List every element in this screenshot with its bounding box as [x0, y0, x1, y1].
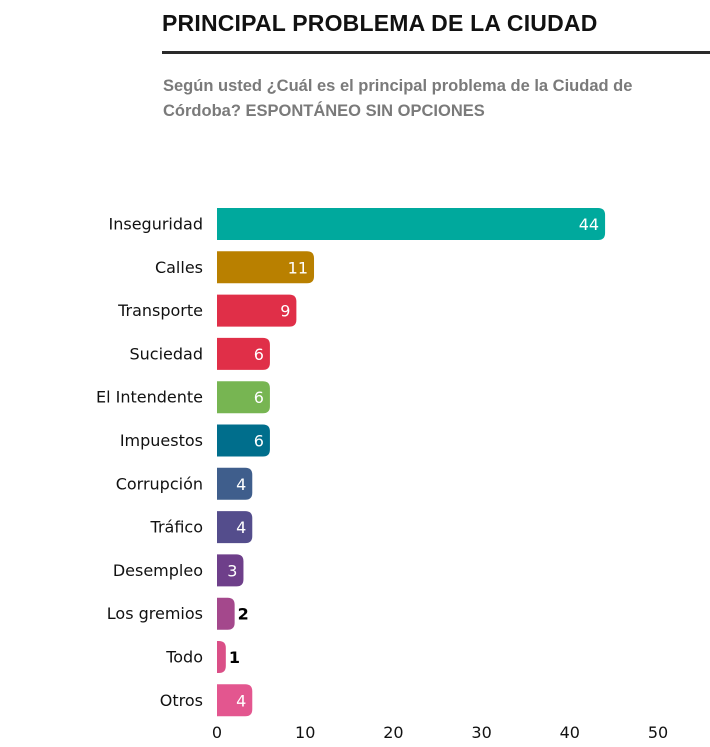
bar: [217, 597, 235, 630]
bar: [217, 294, 297, 327]
bar: [217, 554, 244, 587]
category-label: Suciedad: [130, 344, 204, 363]
category-label: Inseguridad: [109, 215, 203, 234]
x-tick-label: 30: [471, 723, 491, 742]
value-label: 11: [288, 258, 308, 277]
x-tick-label: 50: [648, 723, 668, 742]
value-label: 2: [238, 605, 249, 624]
bar: [217, 641, 226, 673]
value-label: 6: [254, 432, 264, 451]
value-label: 6: [254, 388, 264, 407]
category-label: Desempleo: [113, 561, 203, 580]
bar: [217, 511, 253, 544]
value-label: 6: [254, 345, 264, 364]
bar: [217, 337, 270, 370]
bar: [217, 424, 270, 457]
category-label: Corrupción: [116, 474, 203, 493]
value-label: 4: [236, 475, 246, 494]
value-label: 3: [227, 561, 237, 580]
value-label: 1: [229, 648, 240, 667]
category-label: Otros: [160, 691, 203, 710]
category-label: Los gremios: [107, 604, 203, 623]
value-label: 4: [236, 691, 246, 710]
bar: [217, 467, 253, 500]
chart-subtitle: Según usted ¿Cuál es el principal proble…: [163, 77, 633, 120]
value-label: 9: [280, 302, 290, 321]
x-tick-label: 40: [560, 723, 580, 742]
category-label: El Intendente: [96, 388, 203, 407]
value-label: 44: [579, 215, 599, 234]
bar: [217, 251, 315, 284]
x-tick-label: 10: [295, 723, 315, 742]
bar: [217, 208, 606, 240]
category-label: Todo: [165, 648, 203, 667]
value-label: 4: [236, 518, 246, 537]
bar: [217, 381, 270, 414]
chart-title: PRINCIPAL PROBLEMA DE LA CIUDAD: [162, 10, 598, 36]
category-label: Calles: [155, 258, 203, 277]
x-tick-label: 0: [212, 723, 222, 742]
bar: [217, 684, 253, 717]
category-label: Transporte: [117, 301, 203, 320]
category-label: Impuestos: [120, 431, 203, 450]
x-tick-label: 20: [383, 723, 403, 742]
title-divider: [162, 51, 710, 54]
category-label: Tráfico: [150, 518, 203, 537]
